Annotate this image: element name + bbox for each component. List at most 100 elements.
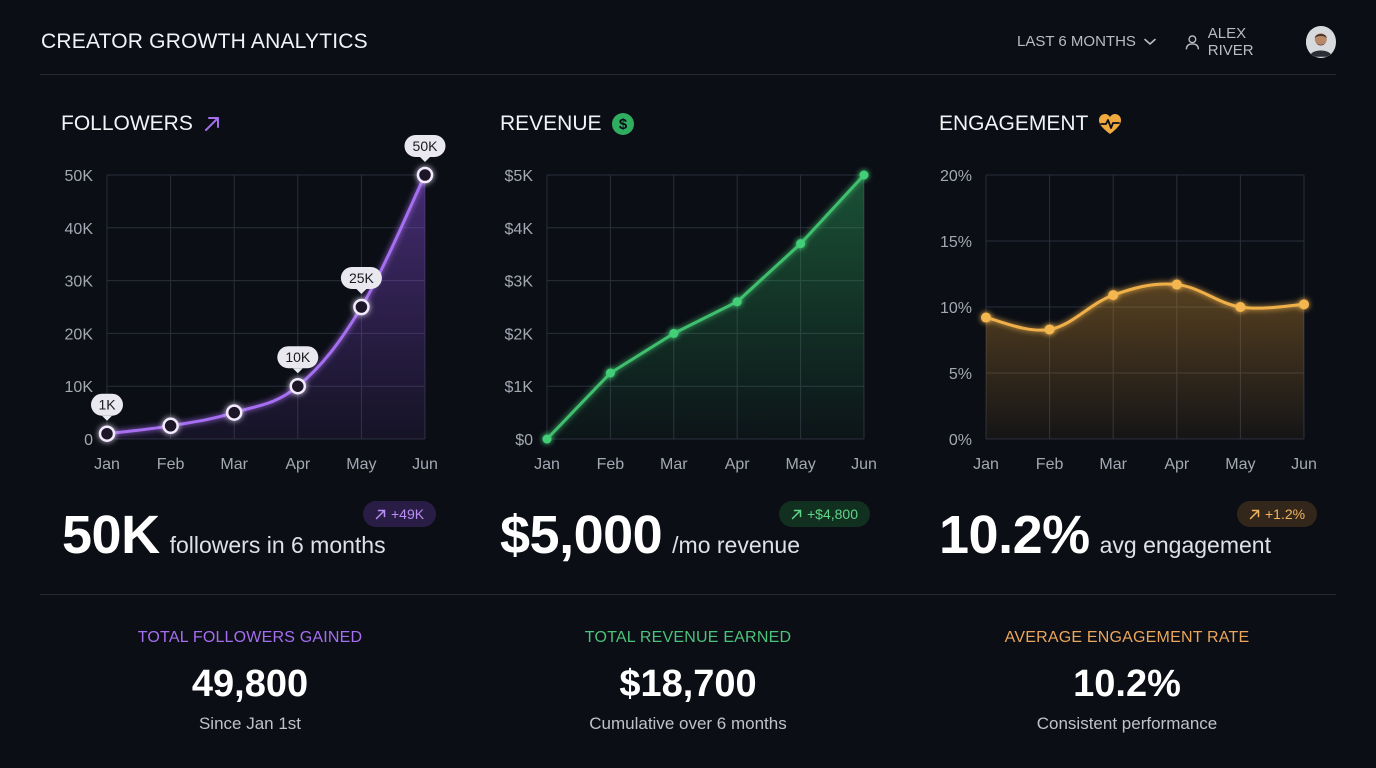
revenue-title-text: REVENUE xyxy=(500,112,602,135)
engagement-delta: +1.2% xyxy=(1265,506,1306,522)
followers-title-text: FOLLOWERS xyxy=(61,112,193,135)
followers-data-label: 1K xyxy=(98,397,116,413)
summary-revenue-value: $18,700 xyxy=(619,663,757,705)
revenue-xtick-label: Feb xyxy=(597,456,625,473)
followers-data-label-bubble xyxy=(340,267,382,289)
followers-ytick-label: 40K xyxy=(65,221,94,238)
engagement-xtick-label: Jan xyxy=(973,456,999,473)
followers-data-label-pointer xyxy=(292,368,303,374)
revenue-ytick-label: $4K xyxy=(505,221,534,238)
summary-engagement-value: 10.2% xyxy=(1073,663,1181,705)
heart-pulse-icon xyxy=(1099,114,1122,134)
engagement-xtick-label: Feb xyxy=(1036,456,1064,473)
followers-ytick-label: 0 xyxy=(84,432,93,449)
revenue-big-desc: /mo revenue xyxy=(672,532,801,558)
followers-data-label-pointer xyxy=(420,157,430,162)
revenue-point xyxy=(669,328,679,338)
engagement-point xyxy=(981,312,991,323)
svg-text:$: $ xyxy=(618,116,627,133)
followers-xtick-label: Jun xyxy=(412,456,438,473)
user-icon xyxy=(1185,34,1200,49)
date-range-dropdown[interactable]: LAST 6 MONTHS xyxy=(1017,33,1156,50)
followers-xtick-label: Apr xyxy=(285,456,311,473)
revenue-point xyxy=(859,170,869,180)
engagement-point xyxy=(1299,299,1309,310)
engagement-point xyxy=(1044,324,1055,335)
revenue-xtick-label: Jan xyxy=(534,456,560,473)
engagement-stat: 10.2% avg engagement xyxy=(939,504,1271,566)
revenue-point xyxy=(542,434,552,444)
followers-ytick-label: 50K xyxy=(65,168,94,185)
revenue-ytick-label: $1K xyxy=(505,379,534,396)
trend-up-icon xyxy=(204,117,219,131)
revenue-point xyxy=(796,239,806,249)
revenue-stat: $5,000 /mo revenue xyxy=(500,504,800,566)
revenue-ytick-label: $3K xyxy=(505,274,534,291)
revenue-xtick-label: Mar xyxy=(660,456,688,473)
revenue-series-line xyxy=(545,173,866,441)
chevron-down-icon xyxy=(1144,38,1156,45)
followers-data-label-bubble xyxy=(91,393,123,416)
revenue-point xyxy=(732,297,742,307)
followers-ytick-label: 30K xyxy=(65,274,94,291)
summary-revenue: TOTAL REVENUE EARNED $18,700 Cumulative … xyxy=(478,629,898,734)
revenue-ytick-label: $2K xyxy=(505,326,534,343)
revenue-ytick-label: $0 xyxy=(515,432,533,449)
date-range-label: LAST 6 MONTHS xyxy=(1017,33,1136,50)
followers-data-label-pointer xyxy=(356,289,367,294)
revenue-delta: +$4,800 xyxy=(807,506,858,522)
followers-ytick-label: 10K xyxy=(65,379,94,396)
header: CREATOR GROWTH ANALYTICS LAST 6 MONTHS A… xyxy=(40,0,1336,75)
followers-ytick-label: 20K xyxy=(65,326,94,343)
followers-point xyxy=(353,298,370,316)
followers-point xyxy=(225,404,243,421)
followers-panel-title: FOLLOWERS xyxy=(61,112,221,136)
engagement-point xyxy=(1171,279,1182,290)
dollar-icon: $ xyxy=(611,113,634,135)
followers-data-label-pointer xyxy=(102,415,112,421)
user-menu[interactable]: ALEX RIVER xyxy=(1185,25,1336,59)
engagement-ytick-label: 0% xyxy=(949,432,972,449)
engagement-area xyxy=(986,284,1304,439)
engagement-xtick-label: Mar xyxy=(1099,456,1127,473)
followers-area xyxy=(107,175,425,439)
revenue-big-value: $5,000 xyxy=(500,505,663,565)
followers-big-desc: followers in 6 months xyxy=(169,532,386,558)
engagement-ytick-label: 10% xyxy=(940,300,972,317)
engagement-series-line xyxy=(984,282,1306,332)
summary-engagement: AVERAGE ENGAGEMENT RATE 10.2% Consistent… xyxy=(917,629,1337,734)
revenue-xtick-label: Jun xyxy=(851,456,877,473)
followers-point xyxy=(162,417,179,435)
revenue-ytick-label: $5K xyxy=(505,168,534,185)
engagement-ytick-label: 20% xyxy=(940,168,972,185)
engagement-point xyxy=(1235,302,1246,312)
followers-data-label-bubble xyxy=(277,346,319,369)
summary-followers: TOTAL FOLLOWERS GAINED 49,800 Since Jan … xyxy=(40,629,460,734)
followers-point xyxy=(416,166,434,184)
engagement-title-text: ENGAGEMENT xyxy=(939,112,1089,135)
avatar[interactable] xyxy=(1306,26,1336,58)
engagement-big-desc: avg engagement xyxy=(1099,532,1271,558)
arrow-up-right-icon xyxy=(375,509,386,519)
followers-stat: 50K followers in 6 months xyxy=(62,504,386,566)
arrow-up-right-icon xyxy=(791,509,802,519)
followers-xtick-label: Jan xyxy=(94,456,120,473)
followers-data-label: 25K xyxy=(349,270,375,286)
summary-revenue-label: TOTAL REVENUE EARNED xyxy=(584,629,792,646)
followers-data-label: 10K xyxy=(285,349,311,365)
revenue-panel-title: REVENUE $ xyxy=(500,112,634,136)
followers-xtick-label: Feb xyxy=(157,456,185,473)
engagement-delta-badge: +1.2% xyxy=(1237,501,1318,527)
engagement-panel-title: ENGAGEMENT xyxy=(939,112,1122,136)
engagement-point xyxy=(1108,290,1119,301)
followers-big-value: 50K xyxy=(62,505,160,565)
followers-point xyxy=(98,425,116,442)
followers-xtick-label: May xyxy=(346,456,376,473)
user-name: ALEX RIVER xyxy=(1207,25,1254,59)
revenue-xtick-label: May xyxy=(785,456,815,473)
followers-xtick-label: Mar xyxy=(220,456,248,473)
engagement-ytick-label: 5% xyxy=(949,366,972,383)
engagement-big-value: 10.2% xyxy=(939,505,1090,565)
followers-data-label-bubble xyxy=(404,135,446,157)
